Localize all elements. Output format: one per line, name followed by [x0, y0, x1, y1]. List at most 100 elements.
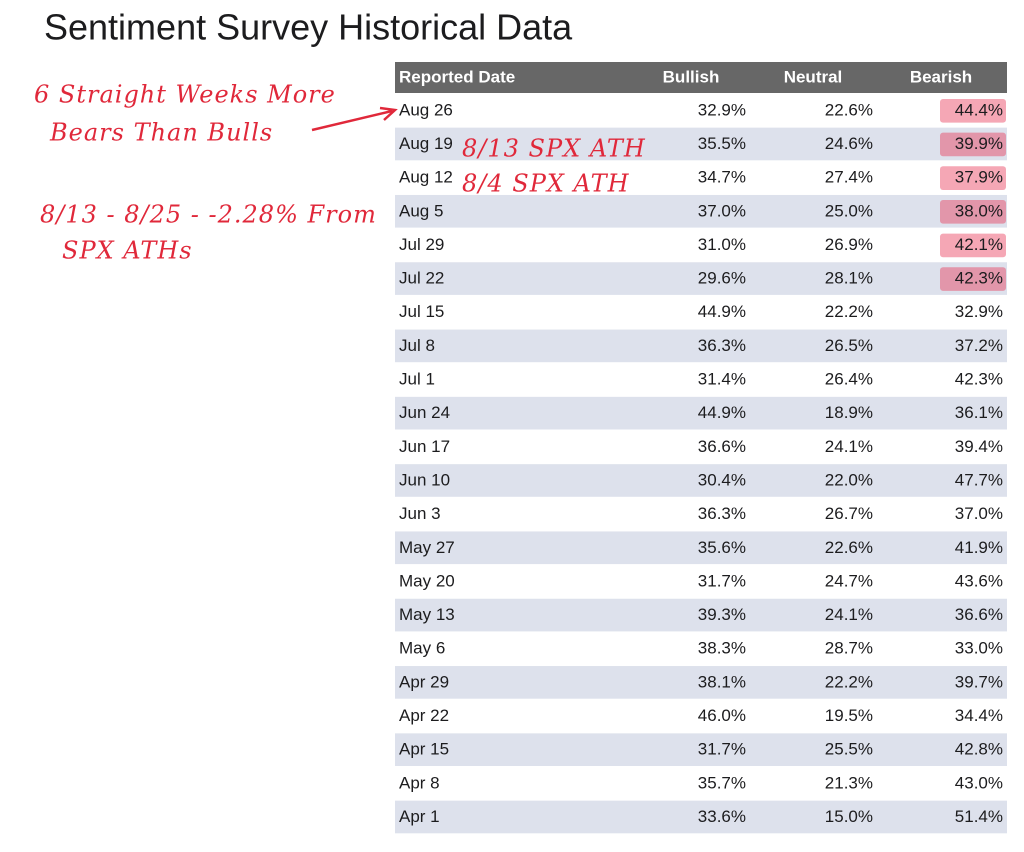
column-header: Bullish: [663, 67, 720, 86]
table-row: [395, 565, 1007, 598]
bullish-cell: 36.6%: [698, 437, 746, 456]
date-cell: Apr 8: [399, 773, 440, 792]
highlight: [940, 267, 1006, 291]
bearish-cell: 43.6%: [955, 571, 1003, 590]
bullish-cell: 36.3%: [698, 336, 746, 355]
bullish-cell: 31.7%: [698, 571, 746, 590]
neutral-cell: 28.1%: [825, 269, 873, 288]
table-body: Aug 26 32.9% 22.6% 44.4% Aug 19 35.5% 24.6% 39.…: [395, 94, 1007, 834]
bullish-cell: 36.3%: [698, 504, 746, 523]
bearish-cell: 34.4%: [955, 706, 1003, 725]
table-row: [395, 161, 1007, 194]
neutral-cell: 24.1%: [825, 437, 873, 456]
table-row: [395, 94, 1007, 127]
bullish-cell: 35.5%: [698, 134, 746, 153]
neutral-cell: 22.6%: [825, 538, 873, 557]
bearish-cell: 39.9%: [955, 134, 1003, 153]
bearish-cell: 39.4%: [955, 437, 1003, 456]
annotation: 6 Straight Weeks More: [34, 81, 336, 109]
column-header: Reported Date: [399, 67, 515, 86]
highlight: [940, 199, 1006, 224]
neutral-cell: 25.5%: [825, 740, 873, 759]
neutral-cell: 27.4%: [825, 168, 873, 187]
bullish-cell: 31.7%: [698, 740, 746, 759]
bearish-cell: 36.6%: [955, 605, 1003, 624]
neutral-cell: 22.6%: [825, 100, 873, 119]
bearish-cell: 37.2%: [955, 336, 1003, 355]
date-cell: May 20: [399, 571, 455, 590]
date-cell: Jun 17: [399, 437, 450, 456]
table-row: [395, 363, 1007, 396]
table-row: [395, 666, 1007, 699]
date-cell: Jun 10: [399, 470, 450, 489]
neutral-cell: 24.1%: [825, 605, 873, 624]
bullish-cell: 44.9%: [698, 302, 746, 321]
table-row: [395, 497, 1007, 531]
table-row: [395, 194, 1007, 228]
bearish-cell: 41.9%: [955, 538, 1003, 557]
table-row: [395, 262, 1007, 295]
bearish-cell: 51.4%: [955, 807, 1003, 826]
bullish-cell: 44.9%: [698, 403, 746, 422]
bullish-cell: 34.7%: [698, 168, 746, 187]
bearish-cell: 44.4%: [955, 100, 1003, 119]
bearish-cell: 39.7%: [955, 672, 1003, 691]
bullish-cell: 35.7%: [698, 773, 746, 792]
annotation: 8/4 SPX ATH: [462, 170, 630, 198]
bearish-cell: 47.7%: [955, 470, 1003, 489]
neutral-cell: 24.7%: [825, 571, 873, 590]
neutral-cell: 22.0%: [825, 470, 873, 489]
table-row: [395, 699, 1007, 733]
date-cell: Jul 1: [399, 370, 435, 389]
table-row: [395, 800, 1007, 834]
bearish-cell: 42.3%: [955, 370, 1003, 389]
table-row: [395, 396, 1007, 430]
bullish-cell: 30.4%: [698, 470, 746, 489]
bullish-cell: 37.0%: [698, 201, 746, 220]
table-row: [395, 228, 1007, 262]
neutral-cell: 24.6%: [825, 134, 873, 153]
date-cell: May 13: [399, 605, 455, 624]
highlight: [940, 99, 1006, 123]
bearish-cell: 32.9%: [955, 302, 1003, 321]
bullish-cell: 32.9%: [698, 100, 746, 119]
bearish-cell: 38.0%: [955, 201, 1003, 220]
bearish-cell: 43.0%: [955, 773, 1003, 792]
date-cell: Jun 3: [399, 504, 441, 523]
table-row: [395, 127, 1007, 161]
arrow-head: [379, 106, 398, 121]
bullish-cell: 31.0%: [698, 235, 746, 254]
date-cell: Aug 12: [399, 168, 453, 187]
date-cell: May 27: [399, 538, 455, 557]
date-cell: Aug 5: [399, 201, 443, 220]
table-row: [395, 295, 1007, 329]
bearish-cell: 36.1%: [955, 403, 1003, 422]
bearish-cell: 37.0%: [955, 504, 1003, 523]
table-row: [395, 598, 1007, 632]
table-row: [395, 464, 1007, 497]
highlight: [940, 166, 1006, 190]
annotation: SPX ATHs: [62, 237, 193, 265]
date-cell: Apr 29: [399, 672, 449, 691]
annotation: 8/13 SPX ATH: [462, 135, 646, 163]
column-header: Neutral: [784, 67, 843, 86]
bullish-cell: 39.3%: [698, 605, 746, 624]
table-row: [395, 329, 1007, 363]
bullish-cell: 46.0%: [698, 706, 746, 725]
neutral-cell: 26.5%: [825, 336, 873, 355]
column-header: Bearish: [910, 67, 972, 86]
date-cell: Apr 22: [399, 706, 449, 725]
date-cell: Apr 15: [399, 740, 449, 759]
neutral-cell: 25.0%: [825, 201, 873, 220]
bearish-cell: 42.8%: [955, 740, 1003, 759]
neutral-cell: 26.9%: [825, 235, 873, 254]
highlight: [940, 233, 1006, 258]
neutral-cell: 22.2%: [825, 672, 873, 691]
bullish-cell: 38.3%: [698, 639, 746, 658]
table-row: [395, 733, 1007, 766]
neutral-cell: 26.7%: [825, 504, 873, 523]
neutral-cell: 21.3%: [825, 773, 873, 792]
neutral-cell: 15.0%: [825, 807, 873, 826]
